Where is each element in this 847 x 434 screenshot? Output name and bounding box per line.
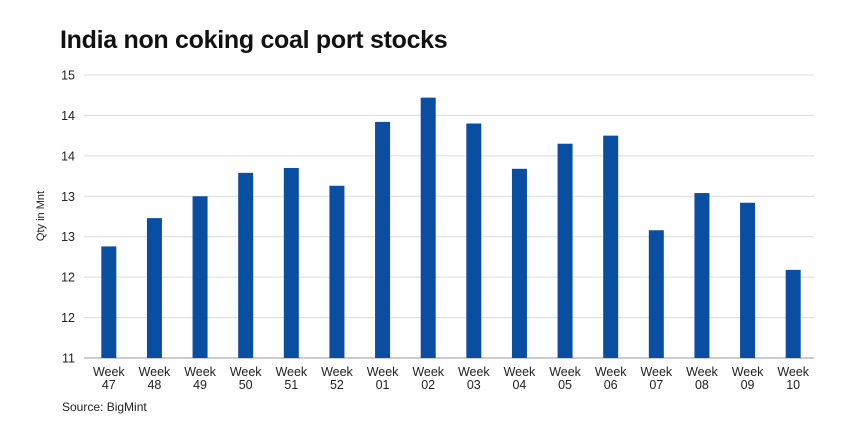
x-tick-label: Week 05 xyxy=(549,365,581,392)
y-tick-label: 15 xyxy=(61,69,75,83)
x-tick-label: Week 04 xyxy=(504,365,536,392)
bar xyxy=(511,168,527,358)
bar xyxy=(329,185,345,358)
bar xyxy=(648,230,664,358)
bar xyxy=(420,97,436,358)
y-tick-label: 12 xyxy=(61,311,75,325)
x-tick-label: Week 52 xyxy=(321,365,353,392)
bar xyxy=(146,218,162,358)
x-tick-label: Week 48 xyxy=(139,365,171,392)
x-tick-label: Week 06 xyxy=(595,365,627,392)
x-tick-label: Week 02 xyxy=(412,365,444,392)
bar xyxy=(557,143,573,358)
x-tick-label: Week 07 xyxy=(640,365,672,392)
bar xyxy=(283,167,299,358)
y-tick-label: 13 xyxy=(61,230,75,244)
bar xyxy=(466,123,482,358)
x-tick-label: Week 47 xyxy=(93,365,125,392)
x-axis-ticks: Week 47 Week 48 Week 49 Week 50 Week 51 Week 52 Week… xyxy=(93,365,810,392)
y-tick-label: 12 xyxy=(61,271,75,285)
x-tick-label: Week 03 xyxy=(458,365,490,392)
x-tick-label: Week 01 xyxy=(367,365,399,392)
x-tick-label: Week 51 xyxy=(275,365,307,392)
y-axis-ticks: 15 14 14 13 13 12 12 11 xyxy=(61,69,75,366)
y-tick-label: 13 xyxy=(61,190,75,204)
bar xyxy=(238,172,254,358)
bar xyxy=(740,202,756,358)
x-tick-label: Week 08 xyxy=(686,365,718,392)
y-tick-label: 14 xyxy=(61,149,75,163)
source-note: Source: BigMint xyxy=(62,400,147,414)
y-tick-label: 14 xyxy=(61,109,75,123)
y-tick-label: 11 xyxy=(62,352,75,366)
bars xyxy=(101,97,801,358)
bar xyxy=(375,121,391,358)
bar xyxy=(101,246,117,358)
x-tick-label: Week 49 xyxy=(184,365,216,392)
chart-title: India non coking coal port stocks xyxy=(60,26,448,54)
x-tick-label: Week 09 xyxy=(732,365,764,392)
bar xyxy=(192,196,208,358)
y-axis-label: Qty in Mnt xyxy=(35,191,47,241)
bar xyxy=(603,135,619,358)
x-tick-label: Week 10 xyxy=(777,365,809,392)
bar xyxy=(694,193,710,358)
bar xyxy=(785,269,801,358)
x-tick-label: Week 50 xyxy=(230,365,262,392)
